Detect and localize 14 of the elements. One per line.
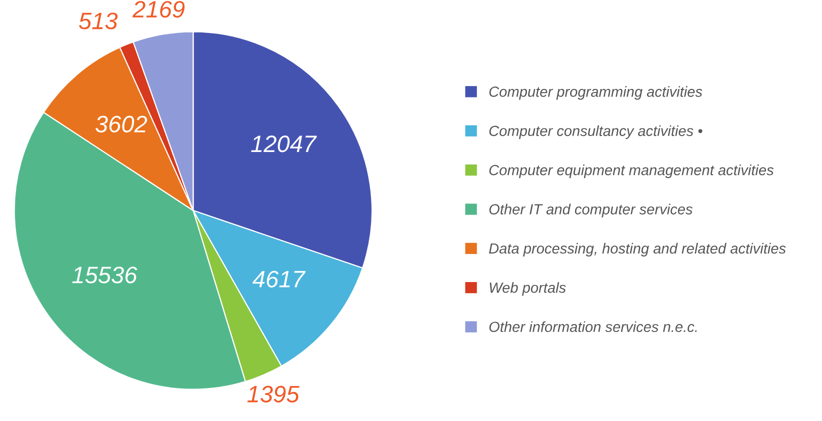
data-label: 1395	[247, 386, 300, 403]
legend-label: Web portals	[490, 282, 566, 296]
data-label: 15536	[72, 266, 138, 284]
legend-label: Other information services n.e.c.	[489, 321, 697, 332]
legend-label: Other IT and computer services	[489, 204, 693, 218]
data-label: 2169	[132, 0, 185, 18]
data-label: 12047	[251, 136, 317, 152]
legend-label: Computer programming activities	[489, 86, 702, 100]
data-label: 4617	[252, 270, 306, 288]
legend-label: Data processing, hosting and related activities	[489, 242, 786, 257]
data-label: 3602	[95, 116, 148, 132]
legend-label: Computer consultancy activities •	[489, 125, 702, 139]
legend-label: Computer equipment management activities	[489, 164, 774, 178]
data-label: 513	[78, 12, 118, 30]
